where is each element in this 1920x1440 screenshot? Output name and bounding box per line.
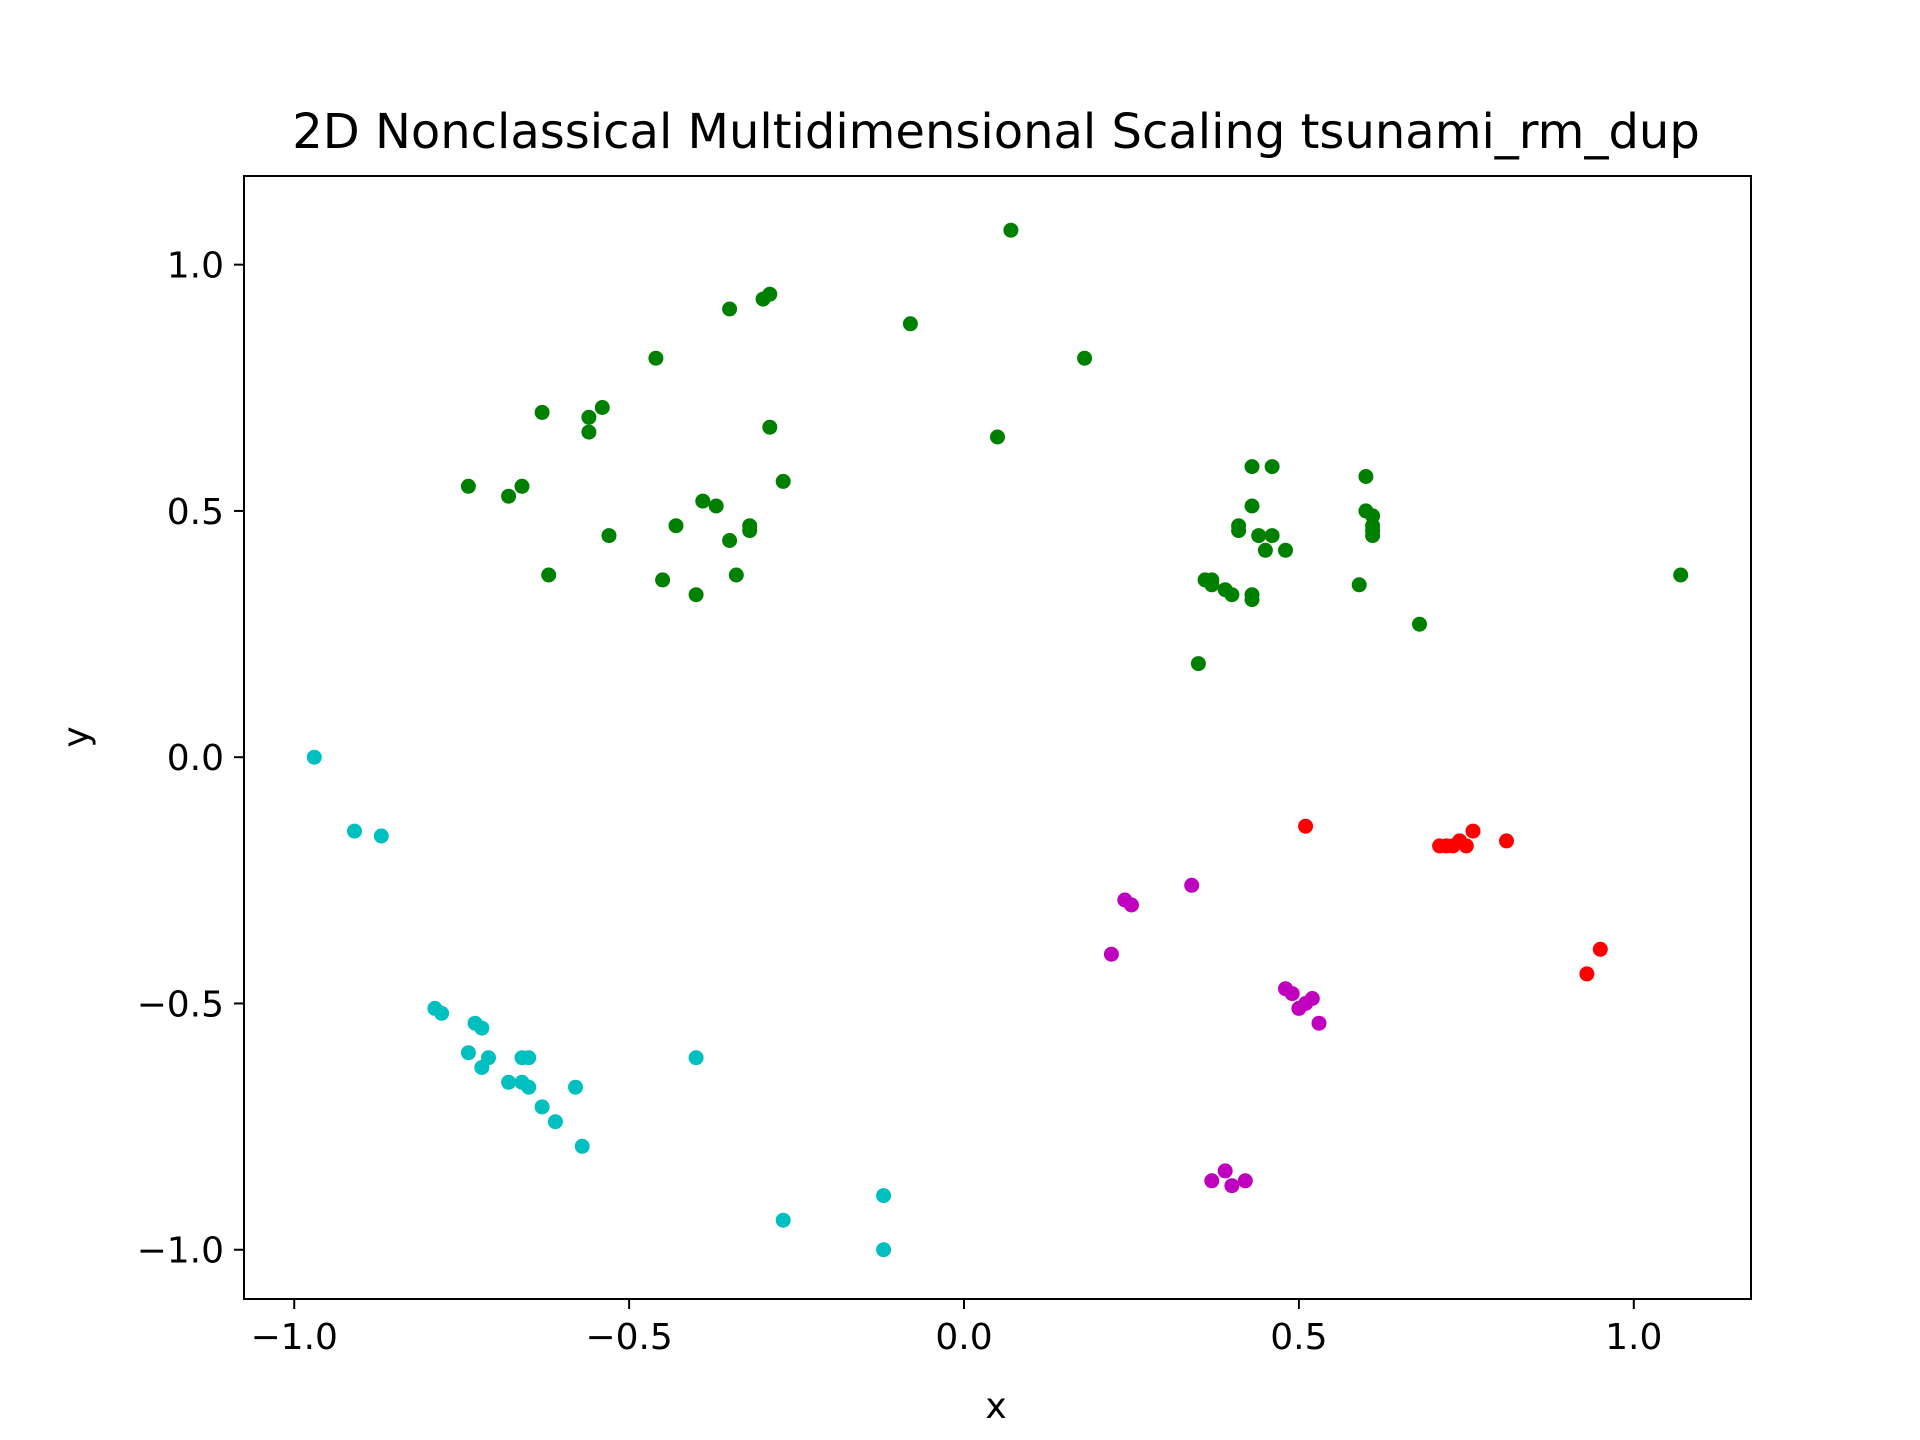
data-point xyxy=(876,1242,892,1258)
y-tick-label: 0.0 xyxy=(167,738,224,779)
data-point xyxy=(668,518,684,534)
data-point xyxy=(1465,823,1481,839)
data-point xyxy=(902,316,918,332)
data-point xyxy=(581,424,597,440)
data-point xyxy=(1237,1173,1253,1189)
data-point xyxy=(1673,567,1689,583)
data-point xyxy=(1244,498,1260,514)
data-point xyxy=(581,409,597,425)
y-tick-label: −0.5 xyxy=(137,984,224,1025)
x-tick-label: −1.0 xyxy=(251,1317,338,1358)
points-layer xyxy=(306,222,1689,1258)
data-point xyxy=(1103,946,1119,962)
data-point xyxy=(1291,1000,1307,1016)
data-point xyxy=(1257,542,1273,558)
data-point xyxy=(695,493,711,509)
y-axis-label: y xyxy=(56,726,97,747)
data-point xyxy=(434,1005,450,1021)
data-point xyxy=(460,478,476,494)
data-point xyxy=(534,404,550,420)
data-point xyxy=(547,1114,563,1130)
x-tick-label: 1.0 xyxy=(1605,1317,1662,1358)
y-tick-label: 1.0 xyxy=(167,246,224,287)
data-point xyxy=(1298,818,1314,834)
x-axis-label: x xyxy=(985,1386,1006,1427)
x-tick-label: −0.5 xyxy=(585,1317,672,1358)
data-point xyxy=(514,478,530,494)
data-point xyxy=(1264,528,1280,544)
data-point xyxy=(1217,1163,1233,1179)
data-point xyxy=(990,429,1005,445)
data-point xyxy=(474,1020,490,1036)
y-tick-label: −1.0 xyxy=(137,1231,224,1272)
data-point xyxy=(1204,577,1220,593)
data-point xyxy=(1458,838,1474,854)
data-point xyxy=(688,587,704,603)
data-point xyxy=(1592,941,1608,957)
data-point xyxy=(722,533,738,548)
data-point xyxy=(1077,350,1093,366)
data-point xyxy=(347,823,362,839)
data-point xyxy=(594,400,610,415)
data-point xyxy=(521,1079,537,1095)
x-tick-label: 0.5 xyxy=(1270,1317,1327,1358)
data-point xyxy=(655,572,671,588)
data-point xyxy=(728,567,744,583)
data-point xyxy=(1284,986,1300,1002)
data-point xyxy=(708,498,724,514)
data-point xyxy=(1190,656,1206,672)
data-point xyxy=(1412,616,1427,632)
data-point xyxy=(1244,459,1260,475)
data-point xyxy=(1244,587,1260,603)
data-point xyxy=(648,350,664,366)
data-point xyxy=(373,828,389,844)
data-point xyxy=(762,286,778,302)
data-point xyxy=(775,473,791,489)
data-point xyxy=(474,1060,490,1075)
data-point xyxy=(541,567,557,583)
data-point xyxy=(1224,587,1240,603)
data-point xyxy=(1579,966,1595,982)
data-point xyxy=(501,488,517,504)
data-point xyxy=(1311,1015,1327,1031)
data-point xyxy=(501,1074,517,1090)
y-tick-label: 0.5 xyxy=(167,492,224,533)
ticks-layer: −1.0 −0.5 0.0 0.5 1.0 −1.0 −0.5 0.0 0.5 1.0 xyxy=(137,246,1663,1358)
data-point xyxy=(1003,222,1019,238)
data-point xyxy=(1351,577,1367,593)
data-point xyxy=(1231,523,1247,539)
data-point xyxy=(1184,877,1200,893)
data-point xyxy=(876,1188,892,1204)
data-point xyxy=(568,1079,583,1095)
data-point xyxy=(722,301,738,317)
x-tick-label: 0.0 xyxy=(935,1317,992,1358)
data-point xyxy=(762,419,778,435)
data-point xyxy=(742,523,758,539)
data-point xyxy=(1264,459,1280,475)
data-point xyxy=(1278,542,1293,558)
data-point xyxy=(601,528,617,544)
data-point xyxy=(1358,469,1374,484)
data-point xyxy=(1204,1173,1220,1189)
data-point xyxy=(1124,897,1139,913)
data-point xyxy=(1365,528,1381,544)
data-point xyxy=(688,1050,704,1066)
data-point xyxy=(574,1138,590,1154)
data-point xyxy=(1251,528,1267,544)
chart-title: 2D Nonclassical Multidimensional Scaling… xyxy=(292,104,1700,160)
data-point xyxy=(521,1050,537,1066)
data-point xyxy=(1499,833,1514,849)
plot-frame xyxy=(243,175,1752,1300)
data-point xyxy=(1224,1178,1240,1194)
data-point xyxy=(306,749,322,765)
data-point xyxy=(775,1212,791,1228)
data-point xyxy=(534,1099,550,1115)
data-point xyxy=(460,1045,476,1061)
